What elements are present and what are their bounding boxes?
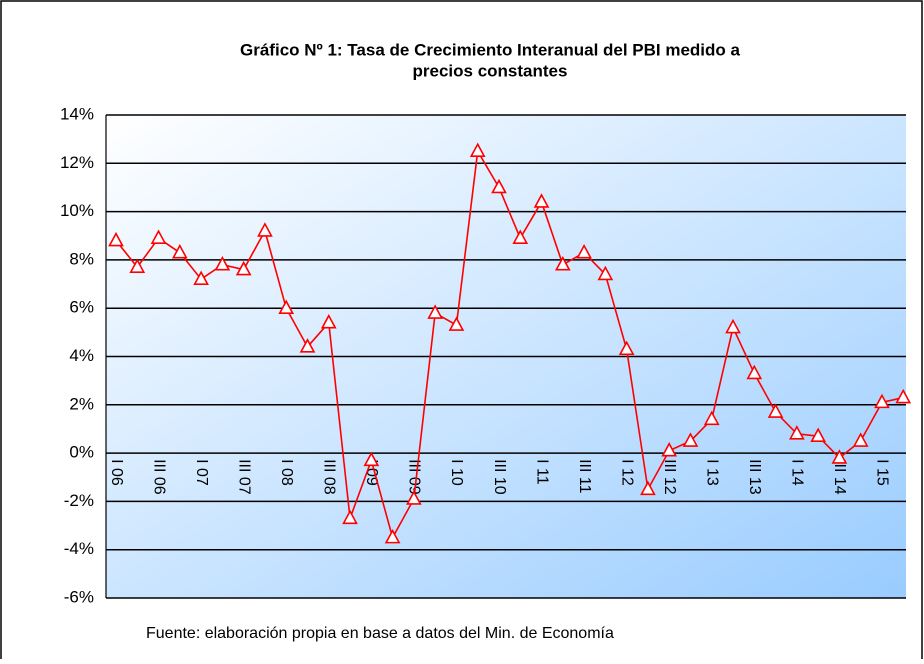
data-point <box>427 304 443 319</box>
data-point <box>640 480 656 496</box>
data-point <box>406 490 422 505</box>
x-tick-label: III 14 <box>831 459 848 495</box>
data-point <box>703 410 720 426</box>
data-point <box>661 442 678 457</box>
y-tick-label: 6% <box>69 298 94 317</box>
data-point <box>469 142 486 158</box>
data-point <box>746 364 763 380</box>
data-point <box>235 260 252 276</box>
data-point <box>129 258 146 273</box>
data-point <box>171 243 188 259</box>
x-tick-label: I 10 <box>448 459 465 486</box>
data-point <box>491 178 507 194</box>
data-point <box>342 509 358 525</box>
y-tick-label: 10% <box>60 201 94 220</box>
data-point <box>278 299 295 315</box>
x-tick-label: III 12 <box>661 459 678 495</box>
data-point <box>852 432 869 447</box>
x-tick-label: I 11 <box>533 459 550 485</box>
data-point <box>789 425 805 440</box>
data-point <box>810 427 826 442</box>
y-tick-label: 12% <box>60 153 94 172</box>
data-point <box>725 318 741 334</box>
x-tick-label: III 10 <box>491 459 508 495</box>
data-point <box>384 528 401 544</box>
data-point <box>576 243 592 259</box>
data-point <box>512 229 529 244</box>
y-tick-label: -4% <box>64 539 94 558</box>
x-tick-label: I 15 <box>874 459 891 486</box>
data-point <box>448 316 465 331</box>
x-tick-label: I 14 <box>789 459 806 486</box>
x-tick-label: III 08 <box>321 459 338 495</box>
data-point <box>682 432 699 447</box>
chart-title: Gráfico Nº 1: Tasa de Crecimiento Intera… <box>240 40 741 59</box>
data-point <box>533 193 550 208</box>
y-tick-label: -6% <box>64 587 94 606</box>
x-tick-label: I 13 <box>704 459 721 486</box>
data-point <box>257 222 273 237</box>
x-tick-label: III 06 <box>150 459 167 495</box>
x-tick-label: III 13 <box>746 459 763 495</box>
x-tick-label: I 06 <box>108 459 125 486</box>
data-point <box>108 231 124 247</box>
data-point <box>618 340 635 356</box>
data-point <box>150 229 167 244</box>
data-point <box>767 403 784 418</box>
x-tick-label: III 09 <box>406 459 423 495</box>
data-point <box>554 256 571 271</box>
data-point <box>363 451 380 467</box>
chart-title: precios constantes <box>413 61 568 80</box>
data-point <box>214 256 231 271</box>
y-tick-label: 8% <box>69 249 94 268</box>
data-point <box>597 265 614 281</box>
data-point <box>320 314 337 329</box>
data-point <box>895 388 912 404</box>
y-tick-label: 14% <box>60 104 94 123</box>
x-tick-label: I 08 <box>278 459 295 486</box>
y-tick-label: 4% <box>69 346 94 365</box>
y-tick-label: -2% <box>64 491 94 510</box>
data-point <box>874 393 890 409</box>
x-tick-label: I 07 <box>193 459 210 486</box>
y-tick-label: 2% <box>69 394 94 413</box>
data-point <box>193 270 209 286</box>
y-tick-label: 0% <box>69 443 94 462</box>
data-point <box>831 449 848 464</box>
x-tick-label: I 12 <box>618 459 635 486</box>
data-line <box>115 148 904 540</box>
x-tick-label: III 11 <box>576 459 593 493</box>
source-note: Fuente: elaboración propia en base a dat… <box>146 625 614 642</box>
data-point <box>299 338 316 353</box>
x-tick-label: III 07 <box>235 459 252 495</box>
